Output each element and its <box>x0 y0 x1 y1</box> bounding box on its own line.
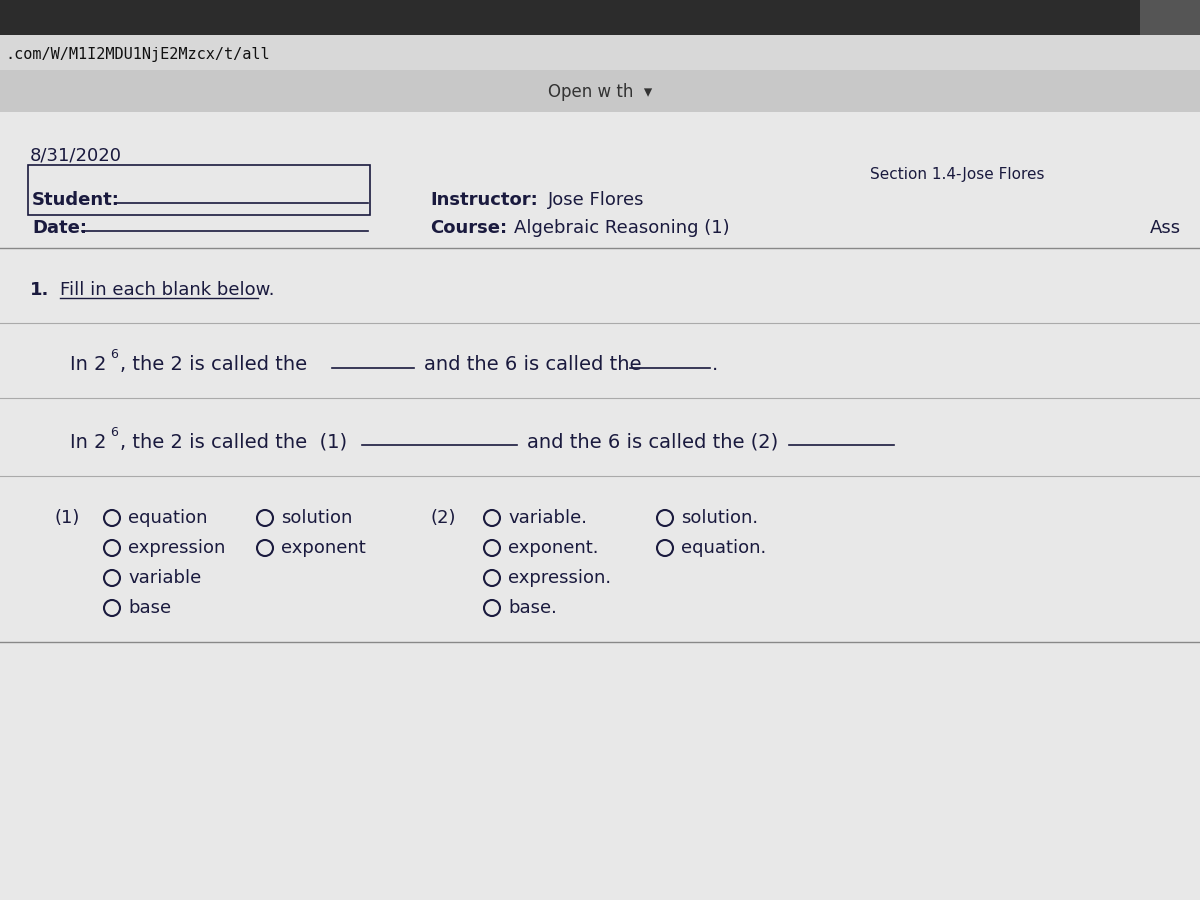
Text: exponent: exponent <box>281 539 366 557</box>
Text: 1.: 1. <box>30 281 49 299</box>
Text: In 2: In 2 <box>70 433 107 452</box>
Text: and the 6 is called the: and the 6 is called the <box>424 356 642 374</box>
Text: Open w th  ▾: Open w th ▾ <box>548 83 652 101</box>
Text: , the 2 is called the  (1): , the 2 is called the (1) <box>120 433 347 452</box>
Text: Section 1.4-Jose Flores: Section 1.4-Jose Flores <box>870 167 1044 183</box>
Text: variable: variable <box>128 569 202 587</box>
Text: Ass: Ass <box>1150 219 1181 237</box>
Text: (2): (2) <box>430 509 456 527</box>
FancyBboxPatch shape <box>0 70 1200 112</box>
Text: solution: solution <box>281 509 353 527</box>
Text: variable.: variable. <box>508 509 587 527</box>
Text: Jose Flores: Jose Flores <box>548 191 644 209</box>
Text: Algebraic Reasoning (1): Algebraic Reasoning (1) <box>514 219 730 237</box>
FancyBboxPatch shape <box>1140 0 1200 35</box>
Text: In 2: In 2 <box>70 356 107 374</box>
FancyBboxPatch shape <box>0 0 1200 35</box>
Text: equation: equation <box>128 509 208 527</box>
Text: equation.: equation. <box>682 539 767 557</box>
Text: .: . <box>712 356 719 374</box>
Text: base: base <box>128 599 172 617</box>
Text: solution.: solution. <box>682 509 758 527</box>
Text: 8/31/2020: 8/31/2020 <box>30 146 122 164</box>
Text: and the 6 is called the (2): and the 6 is called the (2) <box>527 433 779 452</box>
Text: , the 2 is called the: , the 2 is called the <box>120 356 307 374</box>
Text: (1): (1) <box>55 509 80 527</box>
Text: expression: expression <box>128 539 226 557</box>
Text: Instructor:: Instructor: <box>430 191 538 209</box>
Text: .com/W/M1I2MDU1NjE2Mzcx/t/all: .com/W/M1I2MDU1NjE2Mzcx/t/all <box>5 47 270 61</box>
Text: Course:: Course: <box>430 219 508 237</box>
Text: 6: 6 <box>110 348 118 362</box>
FancyBboxPatch shape <box>0 35 1200 70</box>
Text: expression.: expression. <box>508 569 611 587</box>
Text: exponent.: exponent. <box>508 539 599 557</box>
Text: Student:: Student: <box>32 191 120 209</box>
Text: Fill in each blank below.: Fill in each blank below. <box>60 281 275 299</box>
Text: 6: 6 <box>110 426 118 438</box>
FancyBboxPatch shape <box>0 112 1200 900</box>
Text: base.: base. <box>508 599 557 617</box>
Text: Date:: Date: <box>32 219 88 237</box>
